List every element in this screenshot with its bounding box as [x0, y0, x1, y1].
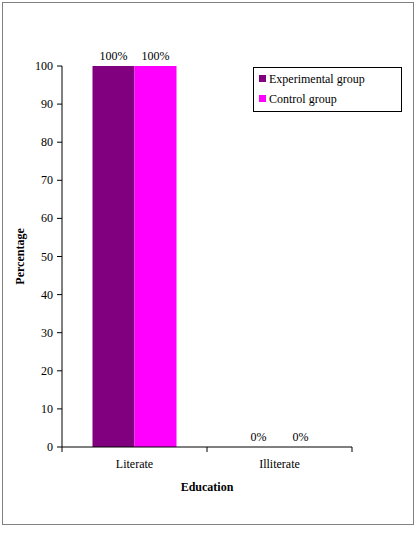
y-tick-label: 100: [35, 59, 53, 73]
y-tick: [57, 142, 62, 143]
data-label: 100%: [100, 49, 128, 63]
y-tick: [57, 104, 62, 105]
legend-label: Experimental group: [269, 72, 365, 86]
bars: [93, 66, 177, 447]
y-tick-label: 70: [41, 173, 53, 187]
data-label: 0%: [251, 430, 267, 444]
y-tick-label: 40: [41, 288, 53, 302]
y-tick: [57, 408, 62, 409]
x-tick-label: Illiterate: [259, 457, 300, 471]
x-tick-label: Literate: [116, 457, 153, 471]
y-tick-label: 50: [41, 250, 53, 264]
y-tick-label: 80: [41, 135, 53, 149]
legend-box: [254, 68, 402, 112]
x-tick: [207, 447, 208, 452]
y-tick-label: 30: [41, 326, 53, 340]
data-label: 0%: [293, 430, 309, 444]
y-tick: [57, 294, 62, 295]
y-tick: [57, 66, 62, 67]
legend: Experimental group Control group: [254, 68, 402, 112]
y-tick: [57, 256, 62, 257]
data-label: 100%: [142, 49, 170, 63]
legend-swatch: [259, 95, 266, 102]
y-tick: [57, 370, 62, 371]
x-axis-label: Education: [181, 480, 234, 494]
y-tick: [57, 447, 62, 448]
y-tick: [57, 218, 62, 219]
y-tick-label: 20: [41, 364, 53, 378]
legend-swatch: [259, 75, 266, 82]
y-tick-label: 0: [47, 440, 53, 454]
y-tick-label: 60: [41, 211, 53, 225]
x-tick: [62, 447, 63, 452]
x-tick: [352, 447, 353, 452]
y-tick: [57, 180, 62, 181]
y-axis-label: Percentage: [13, 228, 27, 285]
chart: 100% 0% 100% 0% 0 10 20 30 40 50 60 70 80 90 100 Litera…: [0, 0, 417, 533]
y-tick-label: 90: [41, 97, 53, 111]
bar: [93, 66, 135, 447]
bar: [135, 66, 177, 447]
y-tick: [57, 332, 62, 333]
y-tick-label: 10: [41, 402, 53, 416]
figure-frame: [3, 3, 414, 525]
legend-label: Control group: [269, 92, 337, 106]
